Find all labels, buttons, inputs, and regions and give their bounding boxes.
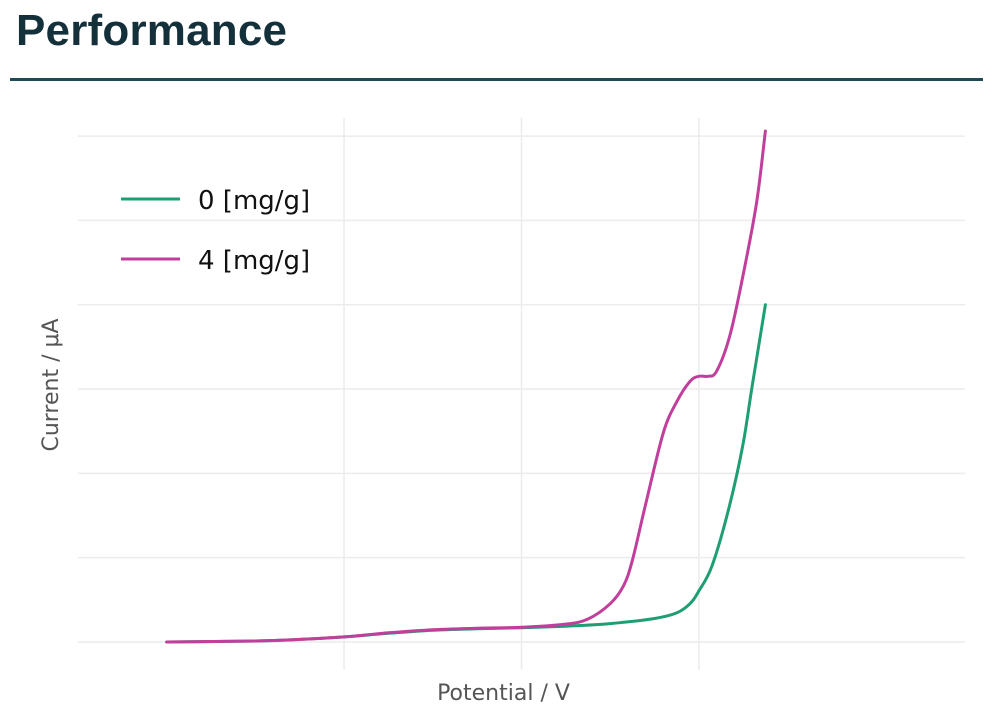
series-line-1 (165, 129, 767, 644)
chart-series (165, 129, 767, 644)
page-title: Performance (16, 6, 288, 55)
x-axis-label: Potential / V (437, 681, 570, 706)
legend-label-1: 4 [mg/g] (198, 246, 310, 276)
legend-label-0: 0 [mg/g] (198, 186, 310, 216)
chart-grid (78, 118, 965, 670)
title-divider (10, 78, 983, 81)
y-axis-label: Current / μA (39, 318, 64, 451)
chart-legend: 0 [mg/g] 4 [mg/g] (121, 186, 310, 276)
